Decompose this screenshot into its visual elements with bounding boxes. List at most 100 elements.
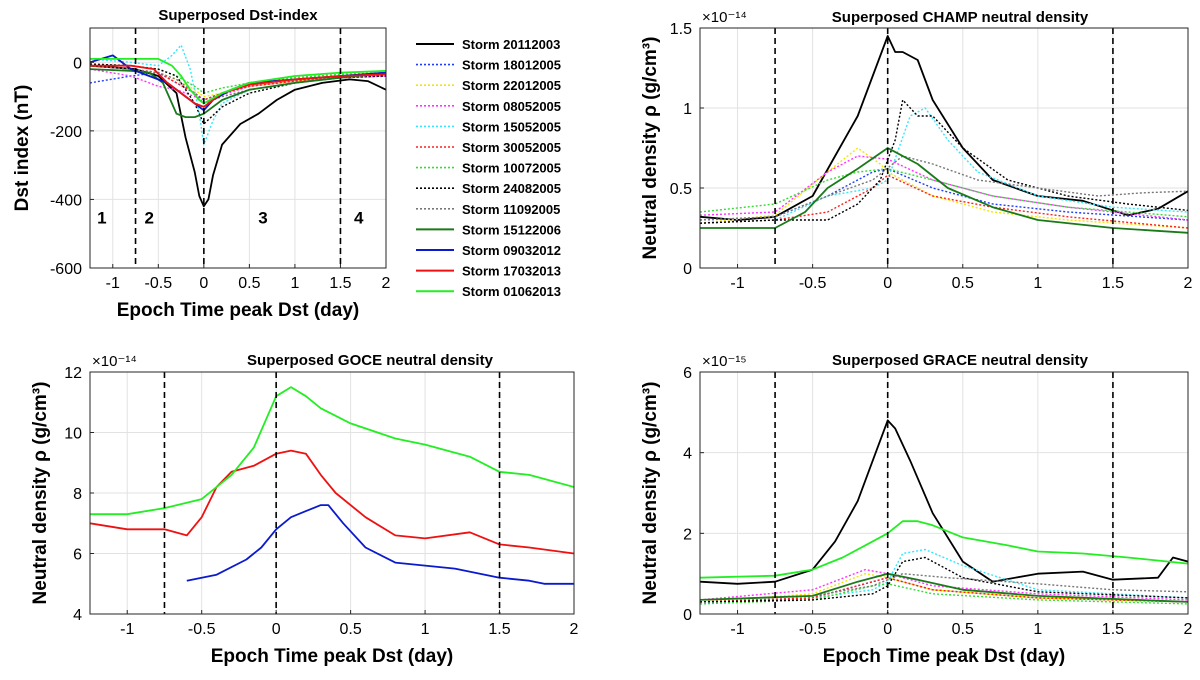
champ-panel: -1 -0.5 0 0.5 1 1.5 2 0 0.5 1 1.5 Superposed CHAMP … (640, 9, 1193, 292)
series-line-storm-20112003 (700, 35, 1188, 221)
y-axis-label: Dst index (nT) (12, 85, 33, 212)
y-exponent-label: ×10⁻¹⁵ (702, 353, 747, 370)
series-line-storm-11092005 (700, 155, 1188, 221)
series-line-storm-09032012 (186, 504, 574, 585)
y-exponent-label: ×10⁻¹⁴ (92, 353, 137, 370)
chart-title: Superposed CHAMP neutral density (832, 9, 1089, 26)
x-tick-label: 0 (883, 275, 892, 292)
series-line-storm-11092005 (700, 573, 1188, 601)
x-tick-label: 0.5 (339, 621, 361, 638)
legend-label: Storm 30052005 (462, 140, 561, 155)
y-tick-label: -600 (50, 261, 82, 278)
legend-label: Storm 24082005 (462, 181, 561, 196)
legend-label: Storm 09032012 (462, 243, 561, 258)
y-tick-label: 8 (73, 486, 82, 503)
legend-label: Storm 15122006 (462, 222, 561, 237)
legend-label: Storm 20112003 (462, 37, 560, 52)
x-tick-label: -0.5 (799, 275, 827, 292)
y-tick-label: 0 (683, 261, 692, 278)
x-tick-label: 2 (1184, 275, 1193, 292)
legend-item: Storm 20112003 (416, 37, 560, 52)
grace-panel: -1 -0.5 0 0.5 1 1.5 2 0 2 4 6 Superposed GRACE neut… (640, 352, 1193, 667)
x-tick-label: -0.5 (188, 621, 216, 638)
x-tick-label: -1 (730, 275, 744, 292)
x-axis-label: Epoch Time peak Dst (day) (117, 300, 360, 321)
legend-item: Storm 15122006 (416, 222, 561, 237)
x-tick-label: 0.5 (952, 621, 974, 638)
y-tick-label: 0 (683, 607, 692, 624)
x-tick-label: 1.5 (1102, 621, 1124, 638)
axes-box (89, 27, 387, 269)
y-tick-label: 6 (683, 365, 692, 382)
y-tick-label: 0 (73, 55, 82, 72)
phase-label: 1 (97, 208, 106, 227)
legend-label: Storm 17032013 (462, 264, 561, 279)
series-line-storm-22012005 (90, 68, 386, 98)
series-line-storm-24082005 (700, 556, 1188, 603)
x-tick-label: 0 (883, 621, 892, 638)
x-axis-label: Epoch Time peak Dst (day) (211, 646, 454, 667)
phase-label: 4 (354, 208, 364, 227)
x-tick-label: -1 (120, 621, 134, 638)
x-tick-label: -0.5 (145, 275, 173, 292)
legend-item: Storm 15052005 (416, 119, 561, 134)
legend-item: Storm 11092005 (416, 202, 560, 217)
series-line-storm-30052005 (700, 174, 1188, 229)
x-tick-label: 2 (382, 275, 391, 292)
x-tick-label: 1 (1033, 275, 1042, 292)
series-group (700, 419, 1188, 605)
y-tick-label: 10 (64, 426, 82, 443)
y-tick-label: 12 (64, 365, 82, 382)
y-axis-label: Neutral density ρ (g/cm³) (640, 37, 661, 260)
x-tick-label: -1 (730, 621, 744, 638)
y-exponent-label: ×10⁻¹⁴ (702, 9, 747, 26)
legend-item: Storm 01062013 (416, 284, 561, 299)
series-line-storm-01062013 (90, 386, 574, 516)
chart-title: Superposed GRACE neutral density (832, 352, 1089, 369)
y-tick-label: 0.5 (670, 181, 692, 198)
legend-label: Storm 22012005 (462, 78, 561, 93)
legend-item: Storm 08052005 (416, 99, 561, 114)
series-line-storm-24082005 (700, 99, 1188, 224)
legend-item: Storm 24082005 (416, 181, 561, 196)
x-tick-label: -1 (106, 275, 120, 292)
series-line-storm-10072005 (700, 168, 1188, 218)
x-tick-label: 0 (272, 621, 281, 638)
series-line-storm-15122006 (700, 572, 1188, 603)
chart-title: Superposed GOCE neutral density (247, 352, 494, 369)
series-line-storm-01062013 (90, 58, 386, 105)
series-group (90, 386, 574, 585)
x-tick-label: 0 (199, 275, 208, 292)
legend-item: Storm 09032012 (416, 243, 561, 258)
series-line-storm-22012005 (700, 147, 1188, 229)
x-tick-label: 2 (570, 621, 579, 638)
legend-label: Storm 01062013 (462, 284, 561, 299)
x-tick-label: 1.5 (1102, 275, 1124, 292)
y-tick-label: 2 (683, 526, 692, 543)
x-tick-label: -0.5 (799, 621, 827, 638)
legend-item: Storm 22012005 (416, 78, 561, 93)
x-axis-label: Epoch Time peak Dst (day) (823, 646, 1066, 667)
y-axis-label: Neutral density ρ (g/cm³) (30, 382, 51, 605)
y-tick-label: 1 (683, 101, 692, 118)
series-line-storm-20112003 (90, 64, 386, 208)
series-line-storm-15122006 (90, 68, 386, 118)
x-tick-label: 2 (1184, 621, 1193, 638)
goce-panel: -1 -0.5 0 0.5 1 1.5 2 4 6 8 10 12 Superposed GOCE ne… (30, 352, 579, 667)
axes-box (699, 371, 1189, 615)
series-line-storm-15052005 (700, 107, 1188, 224)
y-axis-label: Neutral density ρ (g/cm³) (640, 382, 661, 605)
series-line-storm-17032013 (90, 64, 386, 108)
x-tick-label: 1 (290, 275, 299, 292)
x-tick-label: 1.5 (329, 275, 351, 292)
phase-label: 3 (258, 208, 267, 227)
x-tick-label: 0.5 (238, 275, 260, 292)
legend-item: Storm 18012005 (416, 58, 561, 73)
legend-label: Storm 15052005 (462, 119, 561, 134)
series-line-storm-01062013 (700, 520, 1188, 579)
dst-panel: -1 -0.5 0 0.5 1 1.5 2 -600 -400 -200 0 Superposed D… (12, 7, 391, 321)
legend-item: Storm 17032013 (416, 264, 561, 279)
legend-label: Storm 10072005 (462, 161, 561, 176)
y-tick-label: -200 (50, 124, 82, 141)
